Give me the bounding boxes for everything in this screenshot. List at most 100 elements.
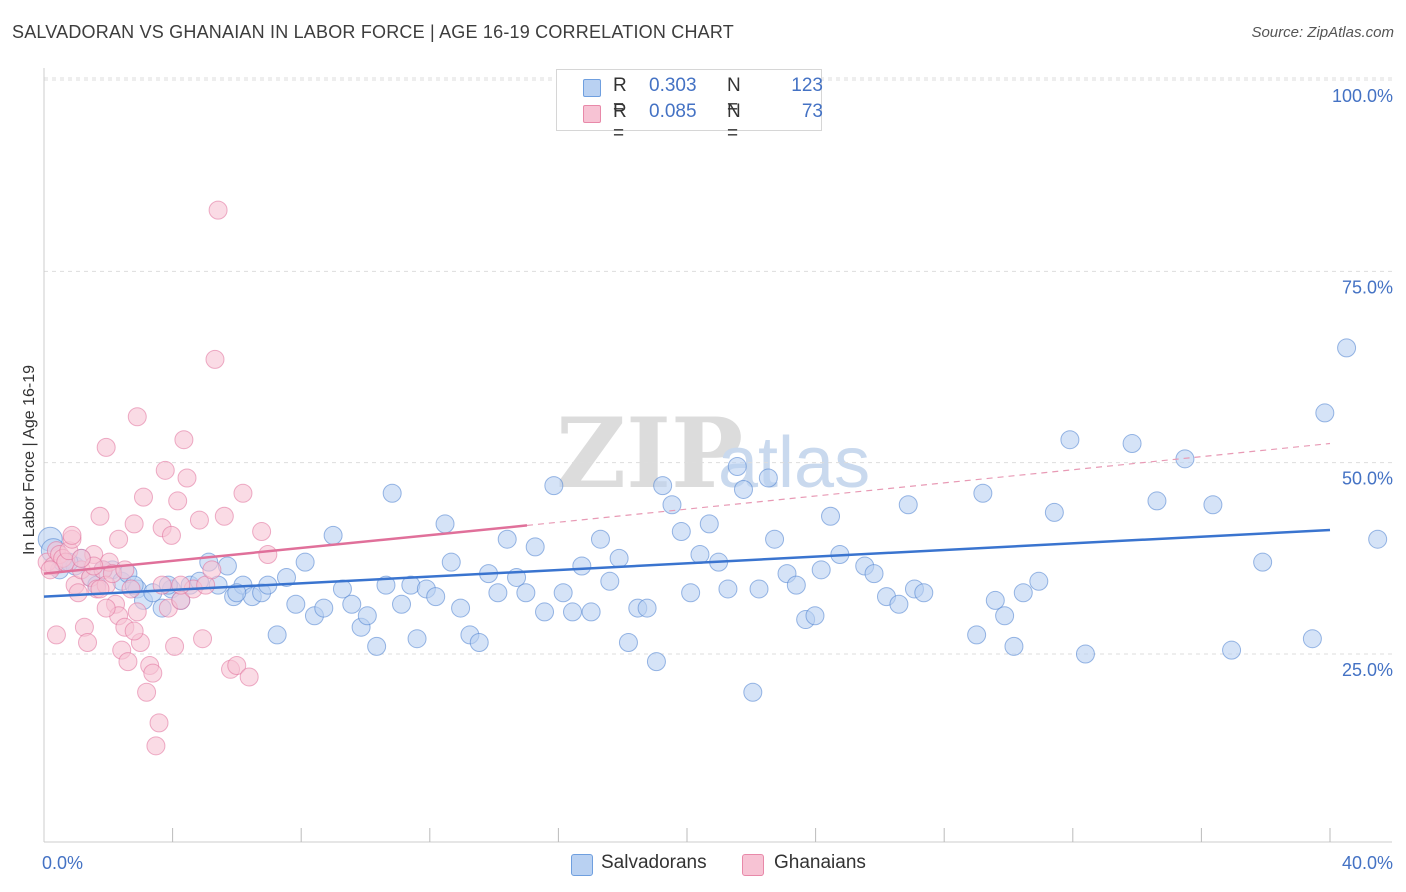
legend-r-value: 0.303	[649, 75, 697, 96]
salvadoran-point	[535, 602, 555, 622]
ghanaian-point	[124, 621, 144, 641]
ghanaian-point	[155, 460, 175, 480]
ghanaian-trendline	[43, 524, 528, 575]
ghanaian-point	[205, 349, 225, 369]
salvadoran-point	[357, 606, 377, 626]
salvadoran-point	[295, 552, 315, 572]
ghanaian-point	[121, 579, 141, 599]
ghanaian-point	[127, 602, 147, 622]
chart-title: SALVADORAN VS GHANAIAN IN LABOR FORCE | …	[12, 22, 734, 42]
salvadoran-point	[600, 571, 620, 591]
salvadoran-point	[653, 476, 673, 496]
ghanaian-point	[127, 407, 147, 427]
ghanaian-point	[146, 736, 166, 756]
salvadoran-point	[662, 495, 682, 515]
bottom-legend-swatch	[571, 854, 593, 876]
salvadoran-point	[382, 483, 402, 503]
ghanaian-point	[90, 506, 110, 526]
source-credit: Source: ZipAtlas.com	[1251, 24, 1394, 41]
ghanaian-point	[252, 522, 272, 542]
ghanaian-point	[189, 510, 209, 530]
salvadoran-point	[451, 598, 471, 618]
salvadoran-point	[671, 522, 691, 542]
ghanaian-point	[137, 682, 157, 702]
ghanaian-point	[78, 633, 98, 653]
salvadoran-point	[516, 583, 536, 603]
legend-swatch-salvadorans	[583, 79, 601, 97]
salvadoran-point	[314, 598, 334, 618]
salvadoran-point	[1044, 502, 1064, 522]
salvadoran-point	[1315, 403, 1335, 423]
ghanaian-point	[124, 514, 144, 534]
salvadoran-point	[733, 479, 753, 499]
salvadoran-point	[1302, 629, 1322, 649]
salvadoran-point	[1060, 430, 1080, 450]
correlation-legend: R = 0.303 N = 123 R = 0.085 N = 73	[556, 69, 823, 144]
ghanaian-point	[214, 506, 234, 526]
salvadoran-point	[1222, 640, 1242, 660]
legend-r-label: R =	[613, 75, 627, 118]
salvadoran-point	[392, 594, 412, 614]
salvadoran-point	[367, 636, 387, 656]
salvadoran-point	[323, 525, 343, 545]
salvadoran-point	[217, 556, 237, 576]
salvadoran-point	[267, 625, 287, 645]
ghanaian-point	[177, 468, 197, 488]
salvadoran-point	[973, 483, 993, 503]
ghanaian-point	[62, 525, 82, 545]
ghanaian-point	[133, 487, 153, 507]
salvadoran-point	[544, 476, 564, 496]
ghanaian-point	[96, 437, 116, 457]
salvadoran-point	[995, 606, 1015, 626]
salvadoran-point	[572, 556, 592, 576]
ghanaian-point	[71, 548, 91, 568]
ghanaian-point	[174, 430, 194, 450]
salvadoran-point	[985, 590, 1005, 610]
salvadoran-point	[407, 629, 427, 649]
salvadoran-point	[435, 514, 455, 534]
salvadoran-point	[1122, 434, 1142, 454]
ghanaian-point	[143, 663, 163, 683]
ghanaian-point	[202, 560, 222, 580]
ghanaian-point	[193, 629, 213, 649]
salvadoran-point	[743, 682, 763, 702]
salvadoran-point	[805, 606, 825, 626]
legend-n-value: 123	[791, 75, 823, 96]
salvadoran-point	[749, 579, 769, 599]
salvadoran-point	[758, 468, 778, 488]
x-tick-label: 0.0%	[42, 853, 83, 873]
ghanaian-point	[171, 575, 191, 595]
salvadoran-point	[1203, 495, 1223, 515]
salvadoran-point	[609, 548, 629, 568]
salvadoran-point	[811, 560, 831, 580]
salvadoran-point	[469, 633, 489, 653]
salvadoran-point	[646, 652, 666, 672]
salvadoran-point	[562, 602, 582, 622]
salvadoran-point	[889, 594, 909, 614]
y-axis-title: In Labor Force | Age 16-19	[21, 364, 38, 556]
ghanaian-point	[96, 598, 116, 618]
salvadoran-point	[1337, 338, 1357, 358]
salvadoran-point	[426, 587, 446, 607]
salvadoran-point	[618, 633, 638, 653]
salvadoran-point	[497, 529, 517, 549]
bottom-legend-swatch	[742, 854, 764, 876]
legend-n-label: N =	[727, 101, 741, 144]
legend-r-label: R =	[613, 101, 627, 144]
ghanaian-point	[227, 655, 247, 675]
ghanaian-point	[168, 491, 188, 511]
salvadoran-point	[525, 537, 545, 557]
salvadoran-point	[786, 575, 806, 595]
ghanaian-point	[68, 583, 88, 603]
salvadoran-point	[718, 579, 738, 599]
ghanaian-point	[208, 200, 228, 220]
ghanaian-point	[165, 636, 185, 656]
salvadoran-point	[821, 506, 841, 526]
y-tick-label: 100.0%	[1332, 86, 1393, 106]
salvadoran-point	[914, 583, 934, 603]
y-tick-label: 25.0%	[1342, 660, 1393, 680]
salvadoran-point	[227, 583, 247, 603]
legend-swatch-ghanaians	[583, 105, 601, 123]
ghanaian-point	[109, 529, 129, 549]
bottom-legend-label: Ghanaians	[774, 852, 866, 873]
